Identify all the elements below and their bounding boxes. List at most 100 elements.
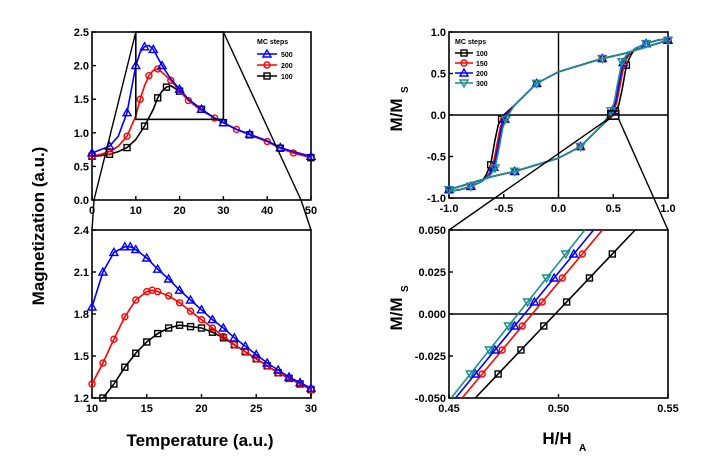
right-bottom-y-label-main: M/M xyxy=(387,297,406,330)
right_top-ytick-label: -1.0 xyxy=(427,193,446,205)
zoom-line xyxy=(300,199,312,231)
series-line-200 xyxy=(91,289,312,391)
data-point xyxy=(125,241,136,251)
right-x-label-sub: A xyxy=(579,443,586,454)
data-point xyxy=(518,322,526,330)
right-top-y-axis-label: M/M S xyxy=(387,86,411,132)
legend-label: 150 xyxy=(476,61,488,68)
data-point xyxy=(617,57,629,67)
data-point xyxy=(529,296,540,306)
data-point xyxy=(585,274,594,282)
data-point xyxy=(196,103,207,113)
right_top-ytick-label: -0.5 xyxy=(427,152,446,164)
data-point xyxy=(185,294,196,304)
plots-layer: 0 10 20 30 40 50 0.0 0.5 1.0 1.5 2.0 2.5 MC steps 500… xyxy=(74,27,679,415)
data-point xyxy=(500,115,512,125)
data-point xyxy=(275,142,286,152)
data-point xyxy=(522,298,533,308)
legend-label: 500 xyxy=(281,52,293,59)
series-line-200 xyxy=(454,229,595,399)
legend-label: 200 xyxy=(476,71,488,78)
legend-marker xyxy=(458,79,470,89)
data-point xyxy=(164,292,173,300)
data-point xyxy=(197,324,206,332)
data-point xyxy=(558,274,566,282)
series-line-300 xyxy=(450,229,586,399)
data-point xyxy=(108,246,120,257)
data-point xyxy=(153,287,162,296)
right_top-ytick-label: 0.0 xyxy=(431,110,446,122)
data-point xyxy=(597,54,608,64)
data-point xyxy=(119,241,131,251)
series-line-500 xyxy=(91,44,312,158)
data-point xyxy=(478,370,486,378)
data-point xyxy=(541,274,552,284)
series-line-100 xyxy=(474,229,636,399)
zoom-line xyxy=(93,31,137,201)
data-point xyxy=(305,150,317,161)
left-top-legend: MC steps 500 200 100 xyxy=(257,39,293,81)
left-x-axis-label: Temperature (a.u.) xyxy=(126,431,273,450)
data-point xyxy=(130,244,142,254)
data-point xyxy=(110,380,118,388)
data-point xyxy=(560,250,571,260)
left-bottom-series xyxy=(86,241,317,402)
right_top-ytick-label: 1.0 xyxy=(431,27,446,39)
right_top-ytick-label: 0.5 xyxy=(431,69,446,81)
data-point xyxy=(608,250,617,258)
data-point xyxy=(489,164,501,174)
data-point xyxy=(232,125,241,134)
data-point xyxy=(152,263,163,273)
data-point xyxy=(136,95,144,103)
data-point xyxy=(575,142,586,152)
left_top-xtick-label: 50 xyxy=(305,205,317,217)
data-point xyxy=(283,371,295,381)
left_top-xtick-label: 10 xyxy=(130,205,142,217)
left_top-axes: 0 10 20 30 40 50 0.0 0.5 1.0 1.5 2.0 2.5 xyxy=(74,27,317,217)
right_top-xtick-label: 0.0 xyxy=(551,203,566,215)
left-top-series xyxy=(86,41,317,162)
left_bottom-ytick-label: 2.4 xyxy=(74,225,90,237)
left_bottom-ytick-label: 2.1 xyxy=(74,267,89,279)
legend-marker xyxy=(263,72,271,80)
data-point xyxy=(196,304,207,314)
right-bottom-y-label-sub: S xyxy=(400,285,411,292)
data-point xyxy=(141,252,152,262)
right_bottom-ytick-label: 0.000 xyxy=(418,309,446,321)
left_top-ytick-label: 1.0 xyxy=(74,128,89,140)
right_top-xtick-label: 1.0 xyxy=(660,203,675,215)
data-point xyxy=(186,307,195,315)
data-point xyxy=(509,320,520,330)
left_top-ytick-label: 0.5 xyxy=(74,161,89,173)
data-point xyxy=(465,370,476,380)
legend-title: MC steps xyxy=(257,39,288,46)
data-point xyxy=(562,298,571,306)
right_bottom-ytick-label: -0.050 xyxy=(415,393,446,405)
data-point xyxy=(88,380,96,388)
data-point xyxy=(121,363,129,371)
data-point xyxy=(305,382,317,392)
right-bottom-series xyxy=(450,229,636,399)
zoom-lines xyxy=(91,31,669,231)
data-point xyxy=(121,107,133,117)
right_top-xtick-label: 0.5 xyxy=(606,203,621,215)
left_bottom-xtick-label: 20 xyxy=(195,403,207,415)
right_bottom-axes: 0.45 0.50 0.55 -0.050 -0.025 0.000 0.025 0.050 xyxy=(415,225,679,415)
series-down-300 xyxy=(448,39,669,193)
data-point xyxy=(261,357,273,367)
legend-label: 100 xyxy=(476,51,488,58)
left_top-ytick-label: 2.0 xyxy=(74,61,89,73)
data-point xyxy=(568,248,580,258)
data-point xyxy=(465,182,477,192)
data-point xyxy=(272,364,284,374)
left_bottom-xtick-label: 10 xyxy=(86,403,98,415)
right-top-y-label-sub: S xyxy=(400,86,411,93)
data-point xyxy=(208,328,217,336)
data-point xyxy=(548,272,560,282)
right-top-series xyxy=(443,34,674,196)
right_bottom-ytick-label: -0.025 xyxy=(415,351,446,363)
data-point xyxy=(498,346,506,354)
legend-label: 100 xyxy=(281,74,293,81)
zoom-box-left xyxy=(135,31,225,121)
